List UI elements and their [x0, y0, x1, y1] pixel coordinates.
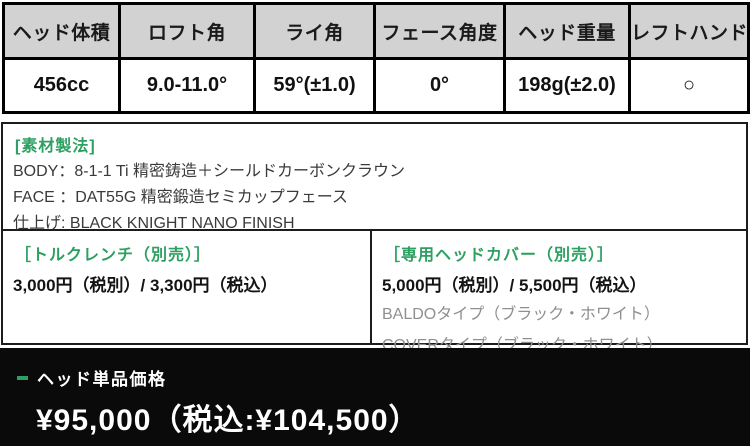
header-lie-angle: ライ角	[253, 2, 376, 60]
header-loft-angle: ロフト角	[118, 2, 256, 60]
torque-wrench-title: ［トルクレンチ（別売）］	[15, 247, 212, 264]
left-hand-available-mark: ○	[628, 57, 750, 114]
header-left-hand: レフトハンド	[628, 2, 750, 60]
value-head-weight: 198g(±2.0)	[503, 57, 631, 114]
price-banner-label: ヘッド単品価格	[37, 370, 167, 389]
head-cover-title: ［専用ヘッドカバー（別売）］	[384, 247, 615, 264]
value-lie-angle: 59°(±1.0)	[253, 57, 376, 114]
spec-header-row: ヘッド体積 ロフト角 ライ角 フェース角度 ヘッド重量 レフトハンド	[2, 2, 750, 60]
materials-section: [素材製法] BODY：8-1-1 Ti 精密鋳造＋シールドカーボンクラウン F…	[1, 122, 748, 232]
accessories-section: ［トルクレンチ（別売）］ 3,000円（税別）/ 3,300円（税込） ［専用ヘ…	[1, 231, 748, 354]
torque-wrench-price: 3,000円（税別）/ 3,300円（税込）	[13, 276, 278, 295]
materials-body-line: BODY：8-1-1 Ti 精密鋳造＋シールドカーボンクラウン	[13, 163, 406, 180]
value-face-angle: 0°	[373, 57, 506, 114]
head-cover-variant-baldo: BALDOタイプ（ブラック・ホワイト）	[382, 306, 660, 323]
price-banner-header: ヘッド単品価格	[17, 365, 750, 390]
torque-wrench-cell: ［トルクレンチ（別売）］ 3,000円（税別）/ 3,300円（税込）	[3, 231, 372, 343]
header-head-volume: ヘッド体積	[2, 2, 121, 60]
header-face-angle: フェース角度	[373, 2, 506, 60]
price-banner-amount: ¥95,000（税込:¥104,500）	[36, 404, 420, 437]
materials-face-line: FACE ：DAT55G 精密鍛造セミカップフェース	[13, 189, 348, 206]
green-dash-icon	[17, 375, 28, 380]
materials-finish-line: 仕上げ: BLACK KNIGHT NANO FINISH	[13, 215, 295, 232]
header-head-weight: ヘッド重量	[503, 2, 631, 60]
value-loft-angle: 9.0-11.0°	[118, 57, 256, 114]
materials-section-title: [素材製法]	[15, 138, 96, 155]
value-head-volume: 456cc	[2, 57, 121, 114]
head-cover-price: 5,000円（税別）/ 5,500円（税込）	[382, 276, 647, 295]
spec-value-row: 456cc 9.0-11.0° 59°(±1.0) 0° 198g(±2.0) …	[2, 57, 750, 114]
spec-table: ヘッド体積 ロフト角 ライ角 フェース角度 ヘッド重量 レフトハンド 456cc…	[2, 2, 750, 114]
price-banner: ヘッド単品価格 ¥95,000（税込:¥104,500）	[0, 348, 750, 446]
head-cover-cell: ［専用ヘッドカバー（別売）］ 5,000円（税別）/ 5,500円（税込） BA…	[372, 231, 746, 354]
